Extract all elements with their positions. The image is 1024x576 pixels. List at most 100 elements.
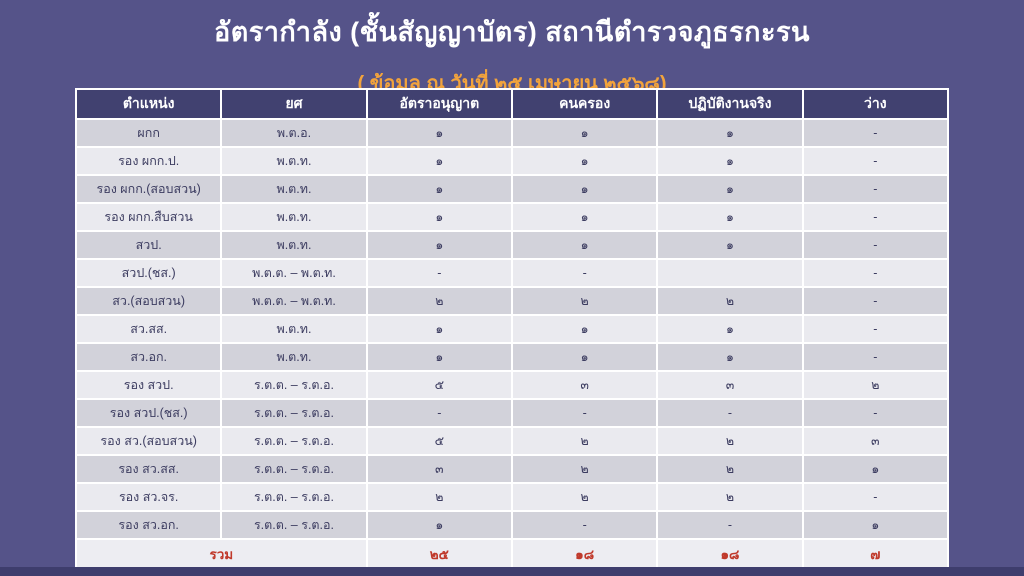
cell-authorized: ๕ <box>365 426 513 456</box>
cell-vacant: ๓ <box>801 426 950 456</box>
cell-occupied: ๒ <box>510 482 659 512</box>
cell-position: ผกก <box>74 118 223 148</box>
table-row: รอง สว.อก. ร.ต.ต. – ร.ต.อ. ๑ - - ๑ <box>74 510 950 540</box>
page-title: อัตรากำลัง (ชั้นสัญญาบัตร) สถานีตำรวจภูธ… <box>214 17 810 47</box>
cell-working: ๒ <box>656 482 804 512</box>
table-row: รอง สว.จร. ร.ต.ต. – ร.ต.อ. ๒ ๒ ๒ - <box>74 482 950 512</box>
table-row: รอง ผกก.(สอบสวน) พ.ต.ท. ๑ ๑ ๑ - <box>74 174 950 204</box>
cell-rank: พ.ต.ท. <box>220 202 368 232</box>
cell-occupied: ๑ <box>510 314 659 344</box>
cell-rank: พ.ต.ต. – พ.ต.ท. <box>220 258 368 288</box>
table-row: รอง สว.(สอบสวน) ร.ต.ต. – ร.ต.อ. ๕ ๒ ๒ ๓ <box>74 426 950 456</box>
cell-vacant: - <box>801 286 950 316</box>
cell-working: ๑ <box>656 230 804 260</box>
cell-authorized: ๑ <box>365 510 513 540</box>
cell-authorized: ๕ <box>365 370 513 400</box>
cell-working: ๑ <box>656 146 804 176</box>
cell-occupied: ๑ <box>510 342 659 372</box>
table-row: สวป. พ.ต.ท. ๑ ๑ ๑ - <box>74 230 950 260</box>
cell-working: ๑ <box>656 342 804 372</box>
cell-rank: ร.ต.ต. – ร.ต.อ. <box>220 426 368 456</box>
column-header-position: ตำแหน่ง <box>74 88 223 120</box>
cell-occupied: ๒ <box>510 286 659 316</box>
cell-authorized: ๓ <box>365 454 513 484</box>
cell-occupied: ๒ <box>510 454 659 484</box>
table-row: รอง ผกก.สืบสวน พ.ต.ท. ๑ ๑ ๑ - <box>74 202 950 232</box>
table-row: รอง สวป.(ชส.) ร.ต.ต. – ร.ต.อ. - - - - <box>74 398 950 428</box>
cell-position: สว.อก. <box>74 342 223 372</box>
cell-rank: พ.ต.ท. <box>220 146 368 176</box>
cell-position: สวป. <box>74 230 223 260</box>
cell-rank: พ.ต.ท. <box>220 174 368 204</box>
total-row: รวม ๒๕ ๑๘ ๑๘ ๗ <box>75 538 950 569</box>
cell-position: รอง ผกก.(สอบสวน) <box>74 174 223 204</box>
cell-rank: ร.ต.ต. – ร.ต.อ. <box>220 510 368 540</box>
column-header-occupied: คนครอง <box>510 88 659 120</box>
cell-occupied: ๑ <box>510 230 659 260</box>
cell-rank: พ.ต.ท. <box>220 342 368 372</box>
cell-occupied: ๑ <box>510 174 659 204</box>
cell-authorized: ๑ <box>365 174 513 204</box>
cell-position: รอง ผกก.ป. <box>74 146 223 176</box>
cell-vacant: - <box>801 342 950 372</box>
cell-authorized: ๑ <box>365 202 513 232</box>
cell-occupied: - <box>510 510 659 540</box>
cell-position: รอง ผกก.สืบสวน <box>74 202 223 232</box>
cell-authorized: - <box>365 398 513 428</box>
cell-position: รอง สว.จร. <box>74 482 223 512</box>
cell-working: ๒ <box>656 454 804 484</box>
header-row: ตำแหน่ง ยศ อัตราอนุญาต คนครอง ปฏิบัติงาน… <box>74 88 950 120</box>
table-body: ผกก พ.ต.อ. ๑ ๑ ๑ - รอง ผกก.ป. พ.ต.ท. ๑ ๑… <box>74 118 950 540</box>
cell-authorized: ๑ <box>365 230 513 260</box>
cell-position: รอง สว.อก. <box>74 510 223 540</box>
cell-working: ๓ <box>656 370 804 400</box>
cell-vacant: - <box>801 230 950 260</box>
cell-authorized: ๑ <box>365 342 513 372</box>
table-header: ตำแหน่ง ยศ อัตราอนุญาต คนครอง ปฏิบัติงาน… <box>74 88 950 120</box>
cell-vacant: - <box>801 314 950 344</box>
cell-vacant: ๑ <box>801 510 950 540</box>
table-row: รอง สวป. ร.ต.ต. – ร.ต.อ. ๕ ๓ ๓ ๒ <box>74 370 950 400</box>
cell-occupied: ๑ <box>510 202 659 232</box>
cell-vacant: - <box>801 398 950 428</box>
column-header-vacant: ว่าง <box>801 88 950 120</box>
cell-working: ๒ <box>656 426 804 456</box>
cell-position: รอง สวป. <box>74 370 223 400</box>
table-row: ผกก พ.ต.อ. ๑ ๑ ๑ - <box>74 118 950 148</box>
total-vacant: ๗ <box>801 538 950 569</box>
cell-vacant: - <box>801 202 950 232</box>
cell-position: รอง สว.สส. <box>74 454 223 484</box>
cell-occupied: ๑ <box>510 146 659 176</box>
total-working: ๑๘ <box>656 538 804 569</box>
cell-rank: พ.ต.ท. <box>220 230 368 260</box>
cell-vacant: - <box>801 258 950 288</box>
cell-occupied: ๓ <box>510 370 659 400</box>
staffing-table: ตำแหน่ง ยศ อัตราอนุญาต คนครอง ปฏิบัติงาน… <box>74 88 950 569</box>
cell-authorized: ๑ <box>365 314 513 344</box>
column-header-rank: ยศ <box>220 88 368 120</box>
column-header-authorized: อัตราอนุญาต <box>365 88 513 120</box>
cell-authorized: ๑ <box>365 146 513 176</box>
cell-working <box>656 258 804 288</box>
total-occupied: ๑๘ <box>510 538 659 569</box>
cell-vacant: - <box>801 118 950 148</box>
table-footer: รวม ๒๕ ๑๘ ๑๘ ๗ <box>75 538 950 569</box>
cell-working: ๑ <box>656 314 804 344</box>
cell-vacant: - <box>801 146 950 176</box>
cell-authorized: ๒ <box>365 286 513 316</box>
cell-authorized: ๒ <box>365 482 513 512</box>
cell-occupied: - <box>510 258 659 288</box>
total-label: รวม <box>75 538 368 569</box>
cell-authorized: - <box>365 258 513 288</box>
cell-vacant: - <box>801 174 950 204</box>
cell-authorized: ๑ <box>365 118 513 148</box>
cell-position: รอง สวป.(ชส.) <box>74 398 223 428</box>
cell-occupied: - <box>510 398 659 428</box>
cell-vacant: ๒ <box>801 370 950 400</box>
cell-working: ๑ <box>656 118 804 148</box>
cell-position: สว.สส. <box>74 314 223 344</box>
cell-vacant: ๑ <box>801 454 950 484</box>
cell-working: ๑ <box>656 174 804 204</box>
cell-working: ๒ <box>656 286 804 316</box>
